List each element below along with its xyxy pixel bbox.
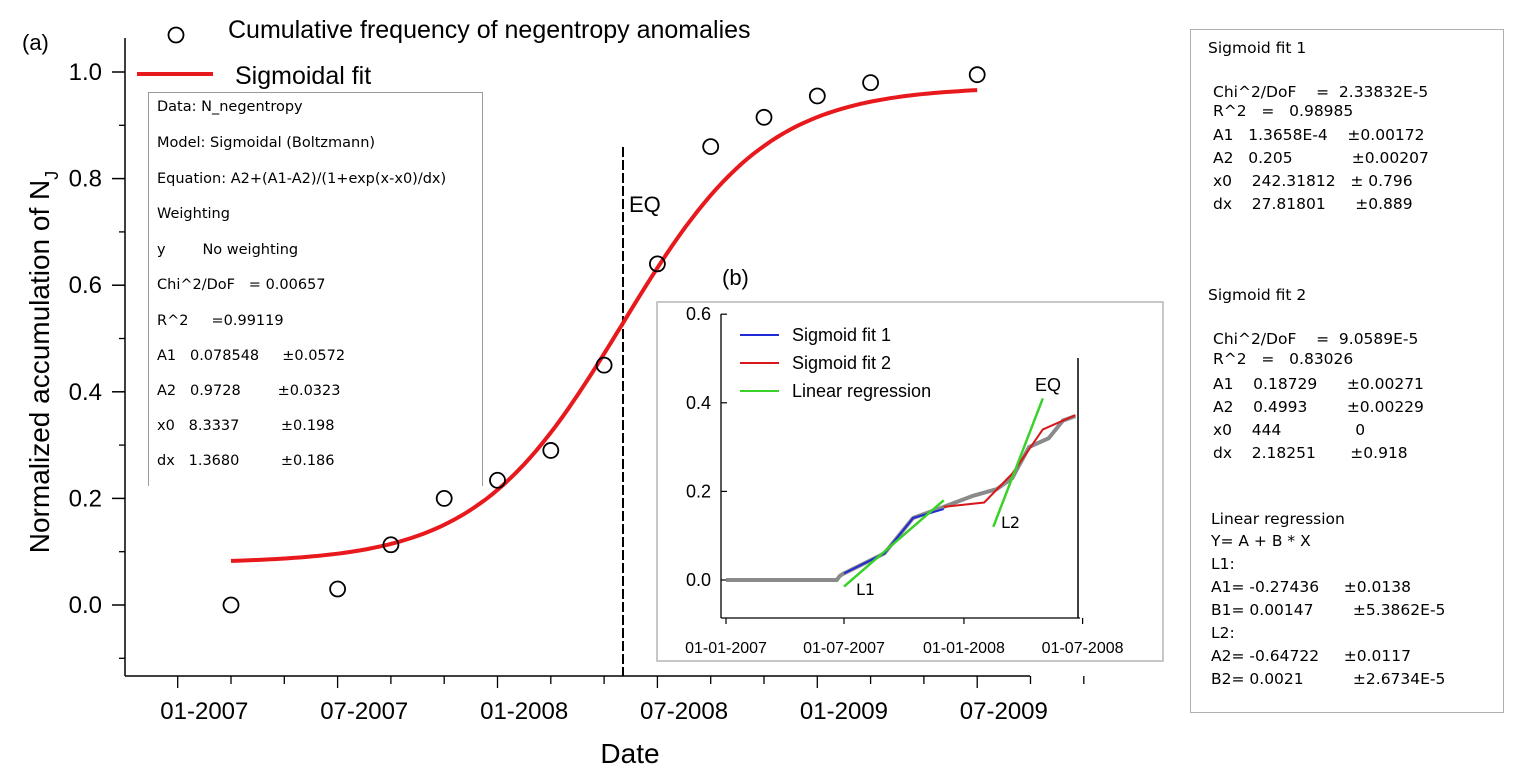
stat-line: dx 1.3680 ±0.186	[157, 453, 335, 469]
x-tick-label: 01-2007	[160, 698, 248, 725]
legend-fit-label: Sigmoidal fit	[235, 62, 371, 90]
data-point	[435, 489, 453, 507]
inset-x-tick-label: 01-07-2008	[1042, 640, 1124, 657]
data-point	[755, 108, 773, 126]
fit1-line: A2 0.205 ±0.00207	[1213, 149, 1429, 167]
stat-line: x0 8.3337 ±0.198	[157, 418, 335, 434]
legend-circle-marker	[167, 26, 185, 44]
stat-line: Weighting	[157, 206, 230, 222]
y-tick-label: 0.8	[69, 166, 102, 193]
linreg-line: B2= 0.0021 ±2.6734E-5	[1211, 670, 1446, 688]
fit2-line: dx 2.18251 ±0.918	[1213, 444, 1408, 462]
x-tick-label: 07-2009	[960, 698, 1048, 725]
inset-l1-label: L1	[856, 580, 875, 599]
stat-line: R^2 =0.99119	[157, 313, 284, 329]
data-point	[489, 471, 506, 489]
inset-linreg-line	[843, 499, 945, 588]
inset-y-tick-label: 0.2	[686, 481, 711, 501]
sigmoidal-fit-line	[230, 88, 978, 563]
fit1-line: A1 1.3658E-4 ±0.00172	[1213, 126, 1425, 144]
fit1-line: dx 27.81801 ±0.889	[1213, 195, 1413, 213]
linreg-line: L1:	[1211, 555, 1235, 573]
data-point	[968, 66, 986, 84]
fit1-line: R^2 = 0.98985	[1213, 102, 1354, 120]
data-point	[329, 580, 347, 598]
y-tick-label: 1.0	[69, 59, 102, 86]
inset-y-tick-label: 0.0	[686, 570, 711, 590]
inset-legend-sigmoid1: Sigmoid fit 1	[792, 325, 891, 345]
y-tick-label: 0.2	[69, 485, 102, 512]
x-axis-ticks: 01-2007 07-2007 01-2008 07-2008 01-2009 07-20…	[160, 676, 1085, 725]
inset-y-tick-label: 0.6	[686, 304, 711, 324]
linreg-line: B1= 0.00147 ±5.3862E-5	[1211, 601, 1446, 619]
panel-a-label: (a)	[22, 30, 49, 55]
eq-label: EQ	[629, 192, 661, 217]
y-tick-label: 0.4	[69, 379, 102, 406]
inset-legend-linreg: Linear regression	[792, 381, 931, 401]
data-point	[808, 87, 826, 105]
y-tick-label: 0.0	[69, 592, 102, 619]
inset-l2-label: L2	[1001, 513, 1020, 532]
fit2-line: A2 0.4993 ±0.00229	[1213, 398, 1424, 416]
stat-line: Data: N_negentropy	[157, 99, 303, 115]
y-tick-label: 0.6	[69, 272, 102, 299]
fit2-line: A1 0.18729 ±0.00271	[1213, 375, 1424, 393]
data-point	[595, 356, 613, 374]
linreg-title: Linear regression	[1211, 510, 1345, 528]
linreg-line: A2= -0.64722 ±0.0117	[1211, 647, 1411, 665]
fit2-line: R^2 = 0.83026	[1213, 350, 1354, 368]
linreg-line: Y= A + B * X	[1211, 532, 1311, 550]
fit2-line: x0 444 0	[1213, 421, 1366, 439]
stat-line: A2 0.9728 ±0.0323	[157, 383, 341, 399]
x-tick-label: 07-2007	[320, 698, 408, 725]
data-point	[382, 536, 400, 554]
fit1-title: Sigmoid fit 1	[1208, 39, 1307, 57]
stat-line: A1 0.078548 ±0.0572	[157, 348, 346, 364]
inset-x-tick-label: 01-07-2007	[803, 640, 885, 657]
y-axis-label: Normalized accumulation of NJ	[24, 171, 62, 554]
x-axis-label: Date	[600, 738, 659, 769]
panel-b-label: (b)	[722, 265, 749, 290]
legend-circles-label: Cumulative frequency of negentropy anoma…	[228, 16, 751, 44]
linreg-line: L2:	[1211, 624, 1235, 642]
linreg-line: A1= -0.27436 ±0.0138	[1211, 578, 1411, 596]
x-tick-label: 01-2008	[480, 698, 568, 725]
y-axis-ticks: 0.0 0.2 0.4 0.6 0.8 1.0	[69, 59, 125, 659]
inset-sigmoid2-line	[943, 414, 1076, 508]
fit-statistics-box: Data: N_negentropy Model: Sigmoidal (Bol…	[148, 92, 483, 486]
fit1-line: Chi^2/DoF = 2.33832E-5	[1213, 83, 1429, 101]
data-points	[222, 66, 986, 614]
inset-eq-label: EQ	[1035, 375, 1061, 395]
inset-y-tick-label: 0.4	[686, 393, 711, 413]
data-point	[702, 138, 720, 156]
inset-data-trace	[726, 414, 1077, 582]
fit1-line: x0 242.31812 ± 0.796	[1213, 172, 1413, 190]
stat-line: y No weighting	[157, 242, 299, 258]
inset-x-tick-label: 01-01-2008	[923, 640, 1005, 657]
stat-line: Model: Sigmoidal (Boltzmann)	[157, 135, 376, 151]
inset-linreg-line	[992, 397, 1044, 528]
fit2-title: Sigmoid fit 2	[1208, 286, 1307, 304]
data-point	[222, 596, 240, 614]
data-point	[862, 74, 879, 92]
inset-x-tick-label: 01-01-2007	[685, 640, 767, 657]
data-point	[542, 442, 560, 459]
fit2-line: Chi^2/DoF = 9.0589E-5	[1213, 330, 1419, 348]
x-tick-label: 01-2009	[800, 698, 888, 725]
stat-line: Equation: A2+(A1-A2)/(1+exp(x-x0)/dx)	[157, 171, 447, 187]
x-tick-label: 07-2008	[640, 698, 728, 725]
inset-frame	[656, 301, 1164, 662]
inset-legend-sigmoid2: Sigmoid fit 2	[792, 353, 891, 373]
inset-x-ticks: 01-01-2007 01-07-2007 01-01-2008 01-07-2008	[685, 618, 1124, 657]
inset-y-ticks: 0.0 0.2 0.4 0.6	[686, 304, 727, 590]
data-point	[649, 255, 666, 273]
inset-series	[726, 397, 1077, 588]
fit-parameters-panel: Sigmoid fit 1 Chi^2/DoF = 2.33832E-5 R^2…	[1190, 29, 1504, 713]
stat-line: Chi^2/DoF = 0.00657	[157, 277, 326, 293]
